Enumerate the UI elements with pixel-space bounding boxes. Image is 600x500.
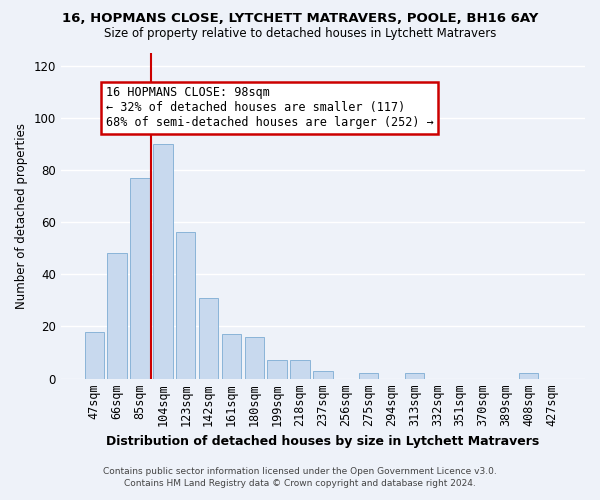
- Bar: [519, 374, 538, 378]
- Bar: [245, 337, 264, 378]
- Text: Contains public sector information licensed under the Open Government Licence v3: Contains public sector information licen…: [103, 467, 497, 476]
- Bar: [107, 254, 127, 378]
- Bar: [176, 232, 196, 378]
- Text: Size of property relative to detached houses in Lytchett Matravers: Size of property relative to detached ho…: [104, 28, 496, 40]
- Text: Contains HM Land Registry data © Crown copyright and database right 2024.: Contains HM Land Registry data © Crown c…: [124, 478, 476, 488]
- Text: 16 HOPMANS CLOSE: 98sqm
← 32% of detached houses are smaller (117)
68% of semi-d: 16 HOPMANS CLOSE: 98sqm ← 32% of detache…: [106, 86, 434, 130]
- X-axis label: Distribution of detached houses by size in Lytchett Matravers: Distribution of detached houses by size …: [106, 434, 539, 448]
- Bar: [199, 298, 218, 378]
- Text: 16, HOPMANS CLOSE, LYTCHETT MATRAVERS, POOLE, BH16 6AY: 16, HOPMANS CLOSE, LYTCHETT MATRAVERS, P…: [62, 12, 538, 26]
- Bar: [359, 374, 379, 378]
- Bar: [404, 374, 424, 378]
- Bar: [130, 178, 150, 378]
- Bar: [268, 360, 287, 378]
- Bar: [222, 334, 241, 378]
- Bar: [313, 370, 332, 378]
- Bar: [85, 332, 104, 378]
- Y-axis label: Number of detached properties: Number of detached properties: [15, 122, 28, 308]
- Bar: [290, 360, 310, 378]
- Bar: [153, 144, 173, 378]
